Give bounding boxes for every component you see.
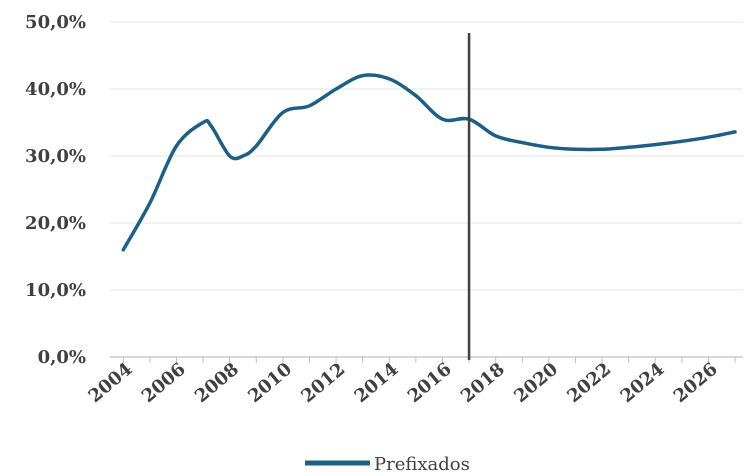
y-axis-labels: 0,0% 10,0% 20,0% 30,0% 40,0% 50,0%: [25, 12, 86, 368]
gridlines: [110, 21, 743, 291]
series-line-0: [121, 73, 737, 252]
x-tick-label: 2006: [138, 359, 190, 407]
legend: Prefixados: [305, 454, 470, 475]
x-tick-label: 2012: [297, 359, 349, 407]
y-tick-label: 30,0%: [25, 146, 86, 167]
y-tick-label: 40,0%: [25, 79, 86, 100]
y-tick-label: 10,0%: [25, 280, 86, 301]
x-axis-labels: 2004 2006 2008 2010 2012 2014 2016 2018 2020 2022…: [85, 359, 722, 407]
series-layer: [121, 73, 737, 252]
x-tick-label: 2026: [670, 359, 722, 407]
y-tick-label: 0,0%: [38, 347, 86, 368]
legend-label: Prefixados: [374, 454, 470, 475]
x-tick-label: 2016: [404, 359, 456, 407]
x-tick-label: 2004: [85, 359, 137, 407]
x-tick-label: 2010: [244, 359, 296, 407]
y-tick-label: 50,0%: [25, 12, 86, 33]
x-axis: [110, 356, 743, 363]
x-tick-label: 2022: [563, 359, 615, 407]
x-tick-label: 2008: [191, 359, 243, 407]
x-tick-label: 2018: [457, 359, 509, 407]
x-tick-label: 2014: [351, 359, 403, 407]
x-tick-label: 2020: [510, 359, 562, 407]
y-tick-label: 20,0%: [25, 213, 86, 234]
x-tick-label: 2024: [617, 359, 669, 407]
